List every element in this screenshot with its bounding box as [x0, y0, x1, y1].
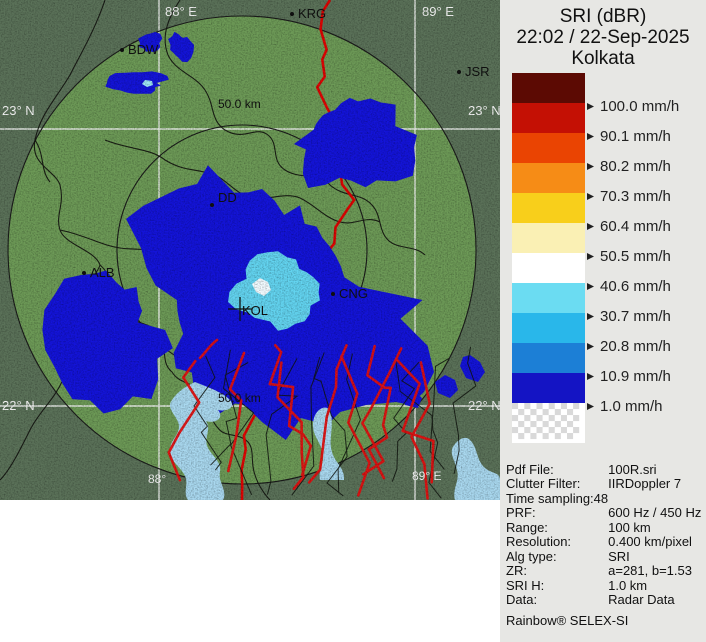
svg-text:80.2 mm/h: 80.2 mm/h [600, 158, 671, 175]
svg-text:70.3 mm/h: 70.3 mm/h [600, 188, 671, 205]
svg-text:60.4 mm/h: 60.4 mm/h [600, 218, 671, 235]
svg-text:40.6 mm/h: 40.6 mm/h [600, 278, 671, 295]
svg-text:50.5 mm/h: 50.5 mm/h [600, 248, 671, 265]
svg-text:10.9 mm/h: 10.9 mm/h [600, 368, 671, 385]
svg-text:1.0 mm/h: 1.0 mm/h [600, 398, 663, 415]
svg-text:90.1 mm/h: 90.1 mm/h [600, 128, 671, 145]
svg-text:20.8 mm/h: 20.8 mm/h [600, 338, 671, 355]
svg-text:100.0 mm/h: 100.0 mm/h [600, 98, 679, 115]
svg-text:30.7 mm/h: 30.7 mm/h [600, 308, 671, 325]
